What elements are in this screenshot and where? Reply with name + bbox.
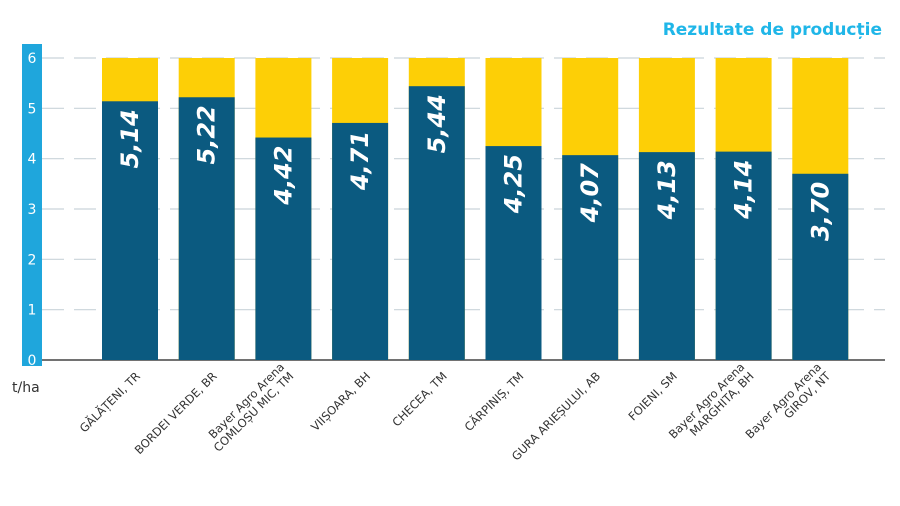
y-axis: 0 1 2 3 4 5 6 t/ha (12, 44, 42, 396)
category-label: CHECEA, TM (389, 369, 449, 429)
bar-value-label: 5,44 (423, 94, 451, 153)
y-tick-label: 5 (28, 101, 37, 117)
bars (102, 58, 849, 361)
y-tick-label: 0 (28, 353, 37, 369)
category-label: GURA ARIEȘULUI, AB (509, 369, 603, 463)
category-label-line: COMLOȘU MIC, TM (211, 369, 297, 455)
bar-value-label: 4,25 (500, 154, 528, 214)
y-tick-label: 2 (28, 252, 37, 268)
bar-value-label: 5,22 (193, 105, 221, 164)
bar (408, 86, 465, 360)
category-label-line: Bayer Agro Arena (743, 360, 825, 442)
bar-value-label: 4,14 (730, 160, 758, 220)
y-axis-unit-label: t/ha (12, 380, 40, 396)
bar-value-label: 4,13 (653, 160, 681, 220)
bar (715, 151, 772, 360)
y-tick-label: 1 (28, 303, 37, 319)
category-label: BORDEI VERDE, BR (132, 369, 220, 457)
bar (255, 137, 312, 360)
category-label-line: Bayer Agro Arena (206, 360, 288, 442)
category-label-line: GĂLĂȚENI, TR (76, 368, 143, 435)
category-label: GĂLĂȚENI, TR (76, 368, 143, 435)
value-labels: 5,14 5,22 4,42 4,71 5,44 4,25 4,07 4,13 4,14 3,70 (116, 94, 834, 241)
bar-value-label: 5,14 (116, 109, 144, 168)
category-label-line: FOIENI, SM (626, 369, 680, 423)
bar-value-label: 4,07 (576, 163, 604, 224)
bar (485, 146, 542, 360)
bar (102, 101, 158, 360)
category-label-line: BORDEI VERDE, BR (132, 369, 220, 457)
bar (638, 152, 695, 360)
category-label: CĂRPINIȘ, TM (461, 368, 527, 434)
bar-value-label: 3,70 (806, 182, 834, 241)
category-label-line: CHECEA, TM (389, 369, 449, 429)
y-tick-label: 4 (28, 152, 37, 168)
category-label-line: CĂRPINIȘ, TM (461, 368, 527, 434)
bar-value-label: 4,71 (346, 131, 374, 191)
bar (792, 173, 849, 360)
category-label: FOIENI, SM (626, 369, 680, 423)
bar-value-label: 4,42 (269, 146, 297, 206)
category-label: VIIȘOARA, BH (308, 369, 373, 434)
y-axis-band (22, 44, 42, 366)
category-label-line: VIIȘOARA, BH (308, 369, 373, 434)
bar (332, 122, 389, 361)
y-tick-label: 3 (28, 202, 37, 218)
chart-title: Rezultate de producție (662, 20, 882, 40)
category-label-line: Bayer Agro Arena (666, 360, 748, 442)
category-label-line: GURA ARIEȘULUI, AB (509, 369, 603, 463)
bar (562, 155, 619, 360)
y-tick-label: 6 (28, 51, 37, 67)
bar (178, 97, 235, 360)
